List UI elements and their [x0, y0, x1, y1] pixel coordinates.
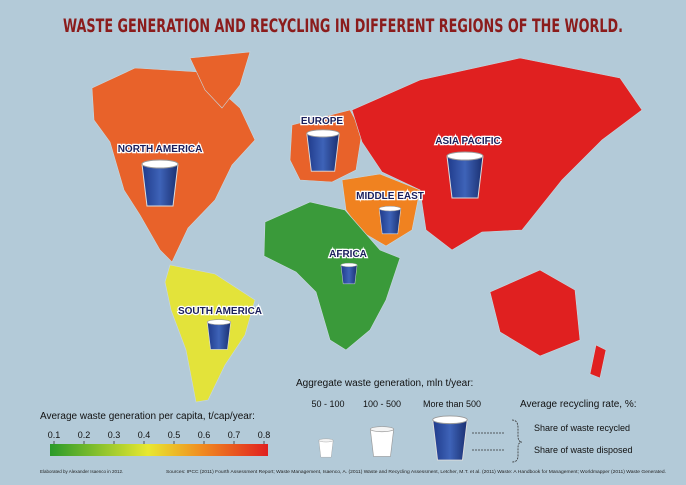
- scale-tick-label: 0.4: [138, 430, 151, 440]
- legend-connector: [472, 419, 523, 463]
- new-zealand: [589, 344, 607, 379]
- color-scale: [50, 444, 268, 456]
- legend-item: Share of waste recycled: [534, 423, 630, 433]
- scale-tick-label: 0.7: [228, 430, 241, 440]
- region-label: SOUTH AMERICA: [178, 306, 262, 317]
- per-capita-legend: Average waste generation per capita, t/c…: [40, 411, 270, 456]
- region-label: AFRICA: [329, 249, 367, 260]
- region-label: NORTH AMERICA: [118, 144, 203, 155]
- asia-pacific: [351, 57, 643, 251]
- scale-tick-label: 0.8: [258, 430, 271, 440]
- region-labels: NORTH AMERICA EUROPE ASIA PACIFIC MIDDLE…: [116, 115, 502, 319]
- recycling-legend: Average recycling rate, %: Share of wast…: [520, 399, 637, 455]
- cup: [340, 262, 358, 285]
- aggregate-legend: Aggregate waste generation, mln t/year: …: [296, 378, 523, 463]
- legend-class: 50 - 100: [311, 399, 344, 409]
- legend-title: Average waste generation per capita, t/c…: [40, 411, 255, 422]
- africa: [263, 201, 401, 351]
- legend-cup: [318, 438, 334, 458]
- legend-item: Share of waste disposed: [534, 445, 633, 455]
- scale-tick-label: 0.6: [198, 430, 211, 440]
- cup: [378, 205, 402, 235]
- legend-title: Average recycling rate, %:: [520, 399, 637, 410]
- legend-title: Aggregate waste generation, mln t/year:: [296, 378, 473, 389]
- credit: Elaborated by Alexander Isaenco in 2012.: [40, 469, 123, 474]
- cup: [141, 159, 179, 207]
- cup: [446, 151, 484, 199]
- scale-tick-label: 0.1: [48, 430, 61, 440]
- legend-cup: [369, 426, 395, 457]
- legend-cup: [432, 415, 468, 461]
- region-label: MIDDLE EAST: [356, 191, 424, 202]
- cup: [206, 319, 232, 350]
- legend-class: More than 500: [423, 399, 481, 409]
- legend-class: 100 - 500: [363, 399, 401, 409]
- australia: [489, 269, 581, 357]
- scale-tick-label: 0.2: [78, 430, 91, 440]
- region-label: EUROPE: [301, 116, 344, 127]
- cup: [306, 129, 340, 172]
- region-label: ASIA PACIFIC: [435, 136, 501, 147]
- greenland: [189, 51, 251, 109]
- title: WASTE GENERATION AND RECYCLING IN DIFFER…: [63, 15, 623, 37]
- scale-tick-label: 0.3: [108, 430, 121, 440]
- sources: Sources: IPCC (2011) Fourth Assessment R…: [166, 469, 666, 474]
- scale-tick-label: 0.5: [168, 430, 181, 440]
